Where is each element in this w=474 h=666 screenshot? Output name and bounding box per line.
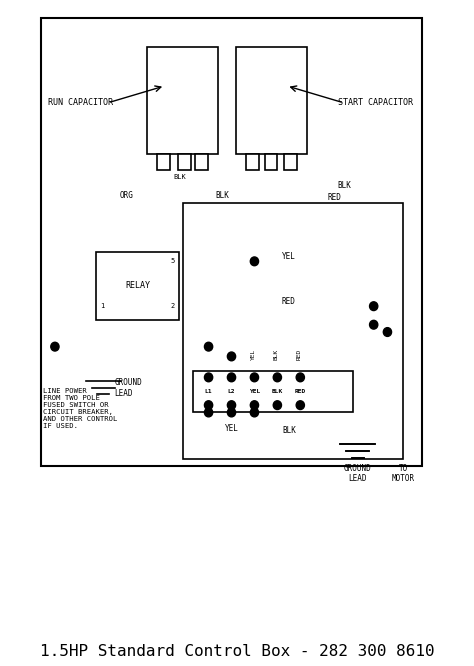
Text: YEL: YEL bbox=[225, 424, 238, 433]
Text: YEL: YEL bbox=[251, 348, 256, 360]
Circle shape bbox=[204, 408, 213, 417]
Circle shape bbox=[370, 320, 378, 329]
Circle shape bbox=[273, 401, 282, 410]
Circle shape bbox=[296, 401, 304, 410]
Text: RED: RED bbox=[282, 297, 296, 306]
Circle shape bbox=[228, 401, 236, 410]
Text: BLK: BLK bbox=[173, 174, 186, 180]
Bar bbox=[178, 154, 191, 170]
Text: BLK: BLK bbox=[282, 426, 296, 436]
Text: L2: L2 bbox=[228, 390, 235, 394]
Bar bbox=[192, 371, 353, 412]
Text: 2: 2 bbox=[171, 303, 175, 309]
Text: BLK: BLK bbox=[215, 191, 229, 200]
Text: 1: 1 bbox=[100, 303, 104, 309]
Text: L1: L1 bbox=[205, 390, 212, 394]
Bar bbox=[41, 17, 422, 466]
Text: RED: RED bbox=[297, 348, 302, 360]
Circle shape bbox=[228, 352, 236, 361]
Text: TO
MOTOR: TO MOTOR bbox=[392, 464, 415, 483]
Bar bbox=[183, 203, 403, 459]
Text: BLK: BLK bbox=[272, 390, 283, 394]
Bar bbox=[146, 47, 218, 154]
Text: GROUND
LEAD: GROUND LEAD bbox=[115, 378, 142, 398]
Bar bbox=[284, 154, 297, 170]
Circle shape bbox=[383, 328, 392, 336]
Text: RED: RED bbox=[328, 193, 342, 202]
Text: BLK: BLK bbox=[274, 348, 279, 360]
Circle shape bbox=[370, 302, 378, 310]
Text: 1.5HP Standard Control Box - 282 300 8610: 1.5HP Standard Control Box - 282 300 861… bbox=[40, 644, 434, 659]
Circle shape bbox=[250, 257, 258, 266]
Circle shape bbox=[250, 401, 258, 410]
Text: BLK: BLK bbox=[337, 181, 351, 190]
Circle shape bbox=[273, 373, 282, 382]
Circle shape bbox=[204, 401, 213, 410]
Text: RELAY: RELAY bbox=[125, 281, 150, 290]
Text: YEL: YEL bbox=[282, 252, 296, 261]
Circle shape bbox=[250, 408, 258, 417]
Bar bbox=[264, 154, 277, 170]
Bar bbox=[157, 154, 170, 170]
Circle shape bbox=[228, 373, 236, 382]
Text: ORG: ORG bbox=[119, 191, 133, 200]
Circle shape bbox=[204, 342, 213, 351]
Text: START CAPACITOR: START CAPACITOR bbox=[338, 99, 413, 107]
Circle shape bbox=[51, 342, 59, 351]
Text: YEL: YEL bbox=[249, 390, 260, 394]
Bar bbox=[246, 154, 259, 170]
Text: LINE POWER
FROM TWO POLE
FUSED SWITCH OR
CIRCUIT BREAKER,
AND OTHER CONTROL
IF U: LINE POWER FROM TWO POLE FUSED SWITCH OR… bbox=[44, 388, 118, 429]
Text: GROUND
LEAD: GROUND LEAD bbox=[344, 464, 372, 483]
Circle shape bbox=[250, 373, 258, 382]
Bar bbox=[195, 154, 208, 170]
Text: RED: RED bbox=[295, 390, 306, 394]
Text: RUN CAPACITOR: RUN CAPACITOR bbox=[48, 99, 113, 107]
Text: 5: 5 bbox=[171, 258, 175, 264]
Bar bbox=[236, 47, 307, 154]
Bar bbox=[96, 252, 179, 320]
Circle shape bbox=[228, 408, 236, 417]
Circle shape bbox=[296, 373, 304, 382]
Circle shape bbox=[204, 373, 213, 382]
